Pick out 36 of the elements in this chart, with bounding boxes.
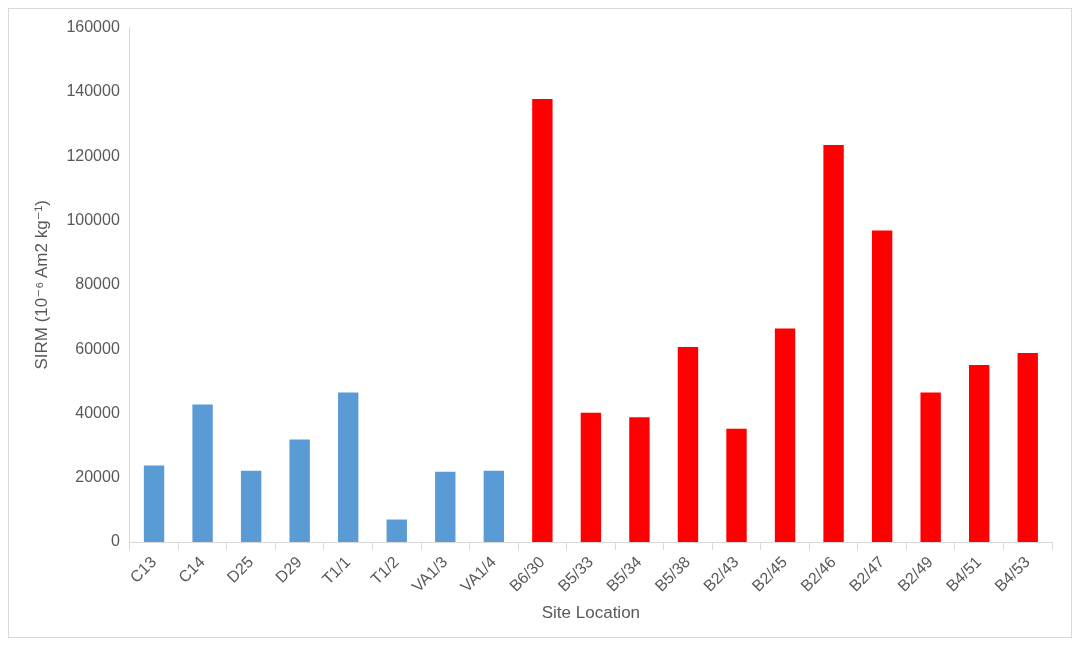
bar [629,417,650,543]
y-tick-label: 40000 [75,403,120,421]
y-tick-label: 160000 [66,18,120,36]
y-tick-label: 120000 [66,146,120,164]
bar [580,412,602,543]
bar [338,392,359,543]
bar [823,144,844,543]
x-tick-label: D29 [272,552,305,586]
x-tick-label: D25 [223,552,257,586]
y-tick-label: 100000 [66,210,120,228]
x-axis-title: Site Location [541,603,641,623]
y-tick-label: 80000 [75,275,120,293]
bar [192,404,213,543]
x-tick-label: T1/1 [318,552,354,588]
bar [677,346,699,543]
bar [386,519,407,543]
bar [289,439,310,543]
bar [143,465,165,543]
y-axis-title: SIRM (10⁻⁶ Am2 kg⁻¹) [31,200,51,370]
y-tick-label: 140000 [66,82,120,100]
x-tick-label: C13 [126,552,160,586]
bar [240,470,262,543]
y-tick-label: 0 [110,532,120,550]
x-tick-label: C14 [175,552,208,586]
bar [969,364,990,543]
bar [1017,352,1038,543]
bar [726,428,747,543]
bar [774,328,796,543]
bar [435,471,456,543]
bar [483,470,505,543]
y-tick-label: 60000 [75,339,120,357]
bar [871,230,893,543]
bar [532,98,553,543]
y-tick-label: 20000 [75,468,120,486]
bar [920,392,941,543]
x-tick-label: T1/2 [367,552,403,588]
